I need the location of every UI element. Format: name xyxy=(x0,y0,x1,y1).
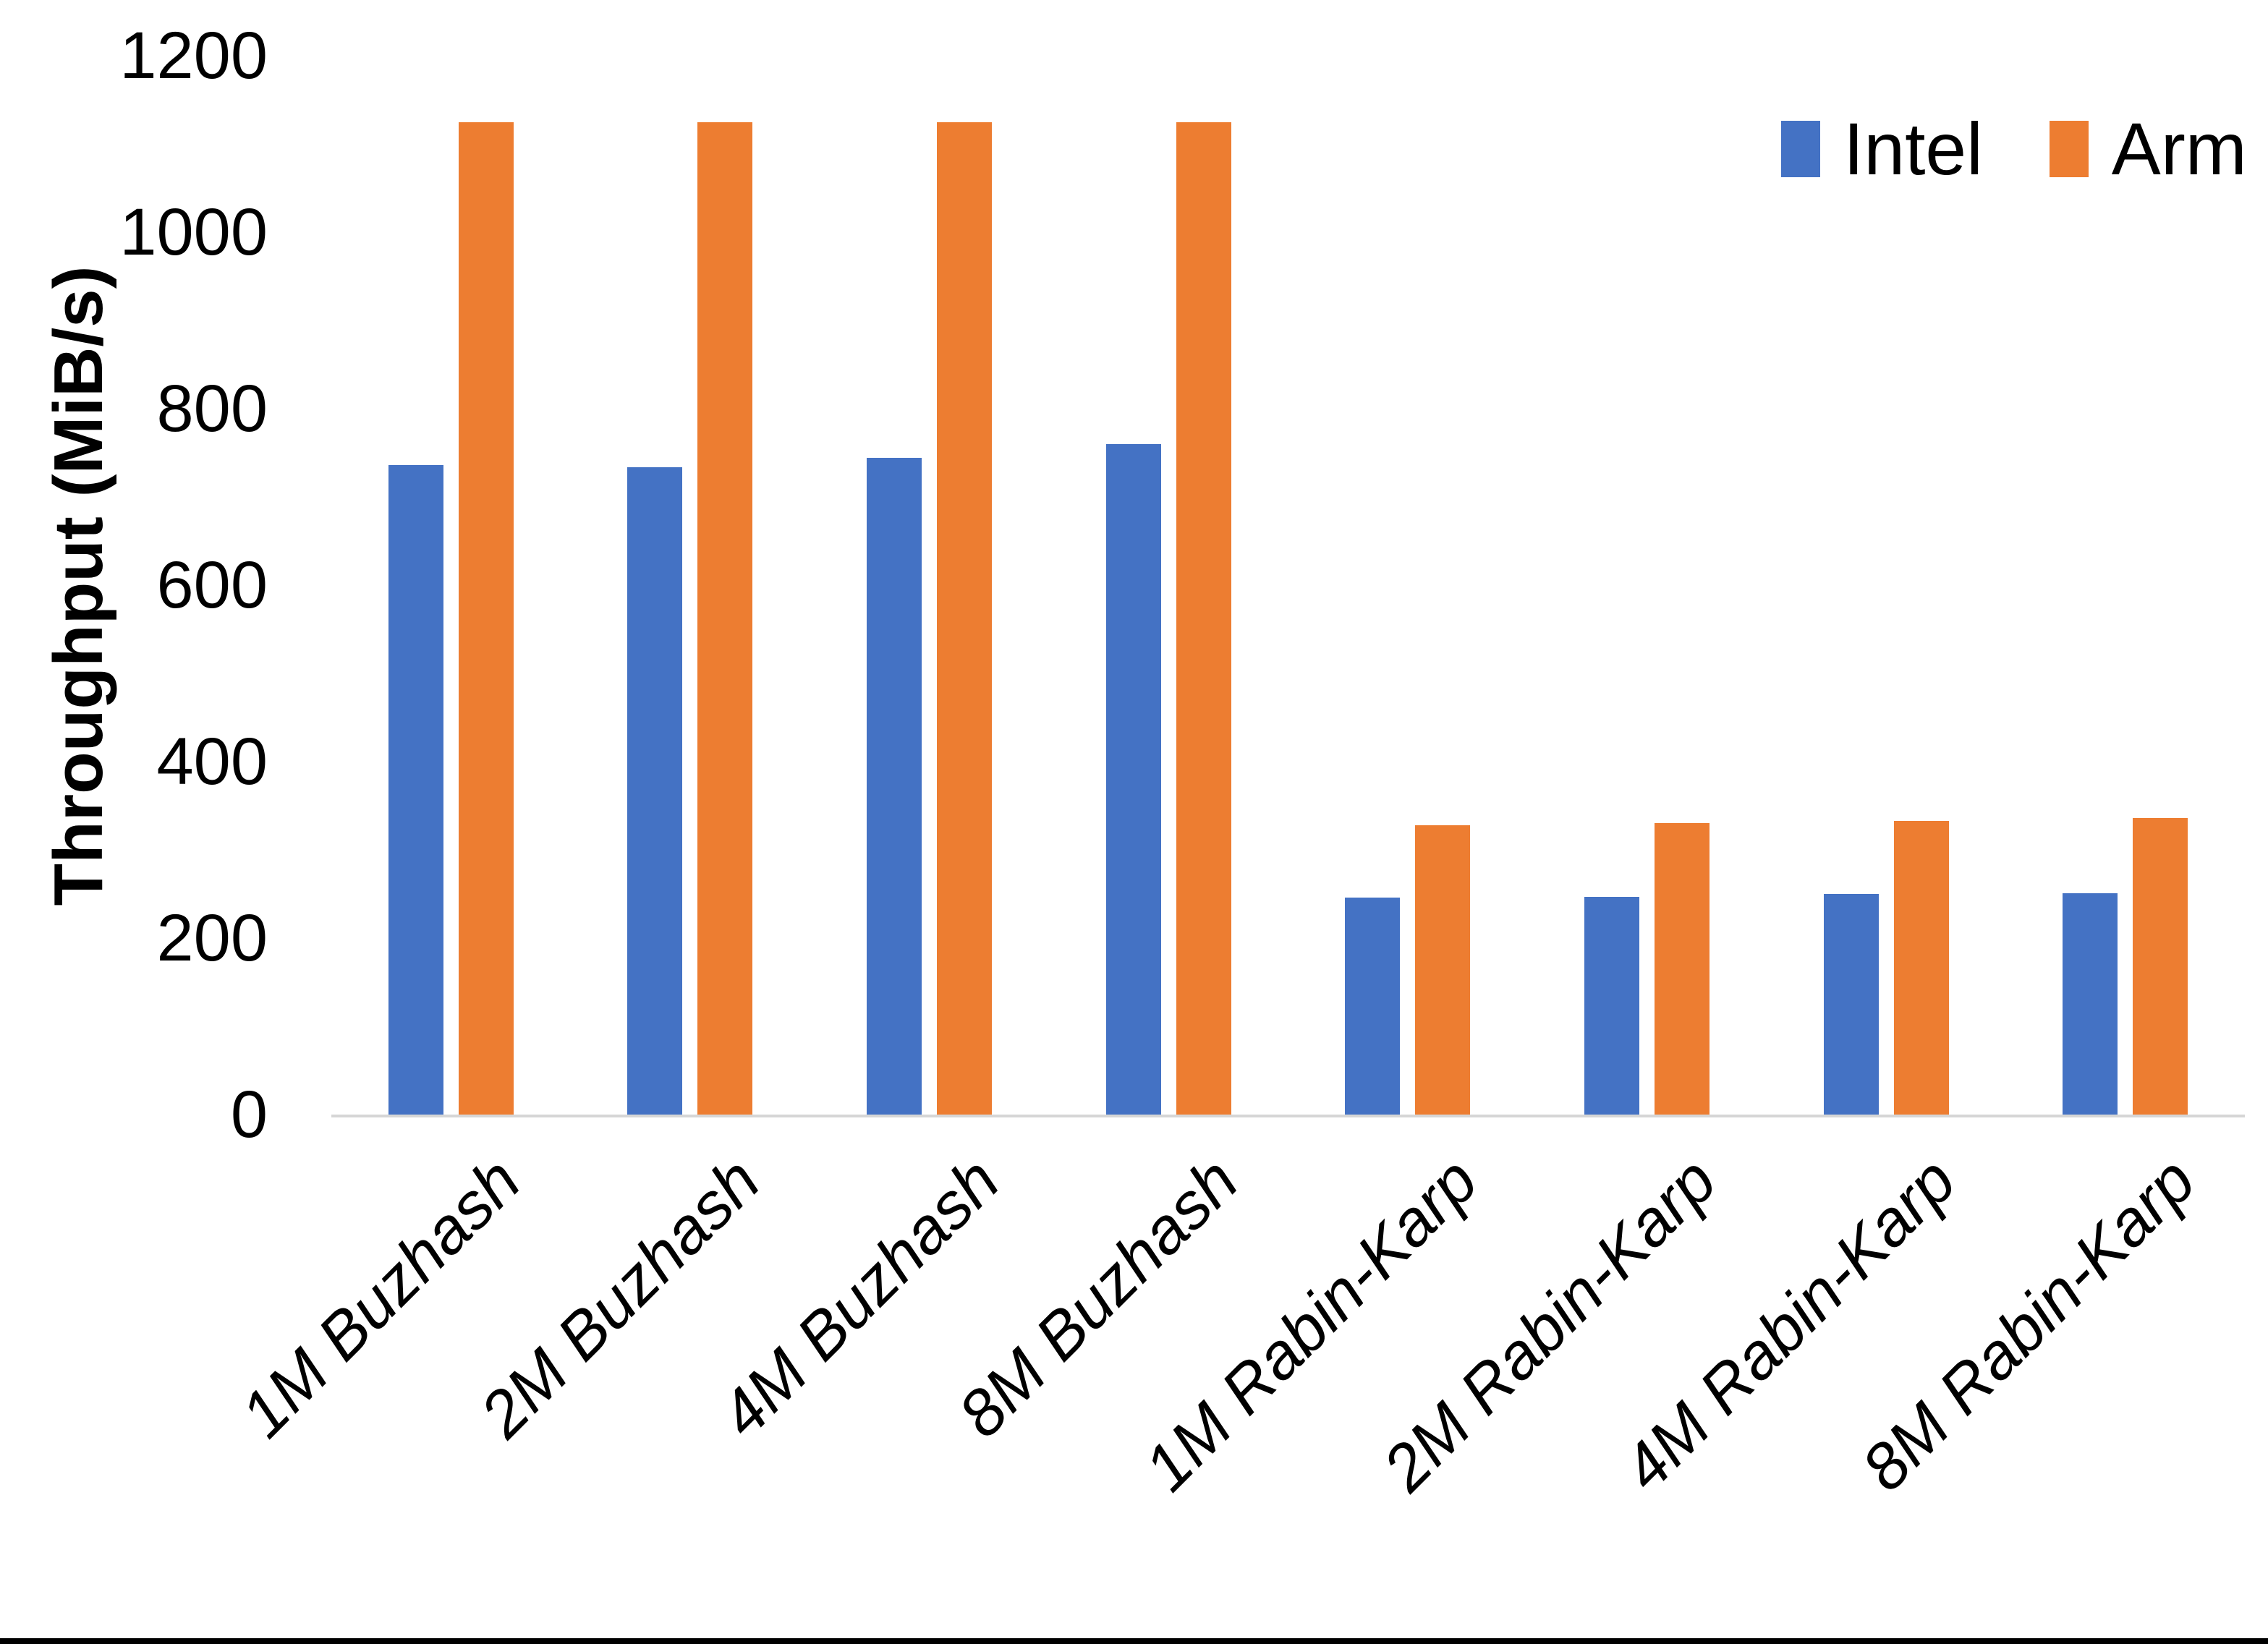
bar-intel-3 xyxy=(867,458,922,1115)
bar-arm-8 xyxy=(2133,818,2188,1115)
legend-label: Arm xyxy=(2111,108,2247,190)
bar-arm-7 xyxy=(1893,820,1949,1115)
y-tick-label: 1200 xyxy=(119,19,268,93)
bottom-border-line xyxy=(0,1638,2268,1644)
bar-arm-3 xyxy=(937,122,993,1115)
legend-marker-icon xyxy=(1781,121,1820,177)
bar-intel-8 xyxy=(2063,893,2118,1115)
y-axis-title: Throughput (MiB/s) xyxy=(40,265,117,906)
bar-intel-5 xyxy=(1345,897,1401,1115)
x-category-label: 1M Buzhash xyxy=(227,1144,535,1452)
bar-intel-4 xyxy=(1105,443,1161,1115)
bar-arm-1 xyxy=(458,122,514,1115)
bar-intel-2 xyxy=(627,467,683,1115)
y-tick-label: 1000 xyxy=(119,195,268,269)
bar-intel-7 xyxy=(1823,894,1879,1115)
bar-arm-2 xyxy=(697,122,753,1115)
legend-item-intel: Intel xyxy=(1781,112,1983,186)
bar-arm-4 xyxy=(1176,122,1231,1115)
bar-intel-1 xyxy=(388,465,443,1115)
legend: Intel Arm xyxy=(1781,112,2247,186)
y-tick-label: 200 xyxy=(156,901,268,975)
x-axis-line xyxy=(331,1115,2245,1117)
legend-label: Intel xyxy=(1843,108,1983,190)
bar-intel-6 xyxy=(1584,896,1639,1115)
legend-marker-icon xyxy=(2049,121,2089,177)
legend-item-arm: Arm xyxy=(2049,108,2247,190)
bar-arm-5 xyxy=(1415,825,1471,1115)
y-tick-label: 400 xyxy=(156,725,268,798)
y-tick-label: 600 xyxy=(156,548,268,622)
y-tick-label: 0 xyxy=(230,1078,268,1151)
y-tick-label: 800 xyxy=(156,372,268,446)
bar-arm-6 xyxy=(1654,823,1710,1115)
